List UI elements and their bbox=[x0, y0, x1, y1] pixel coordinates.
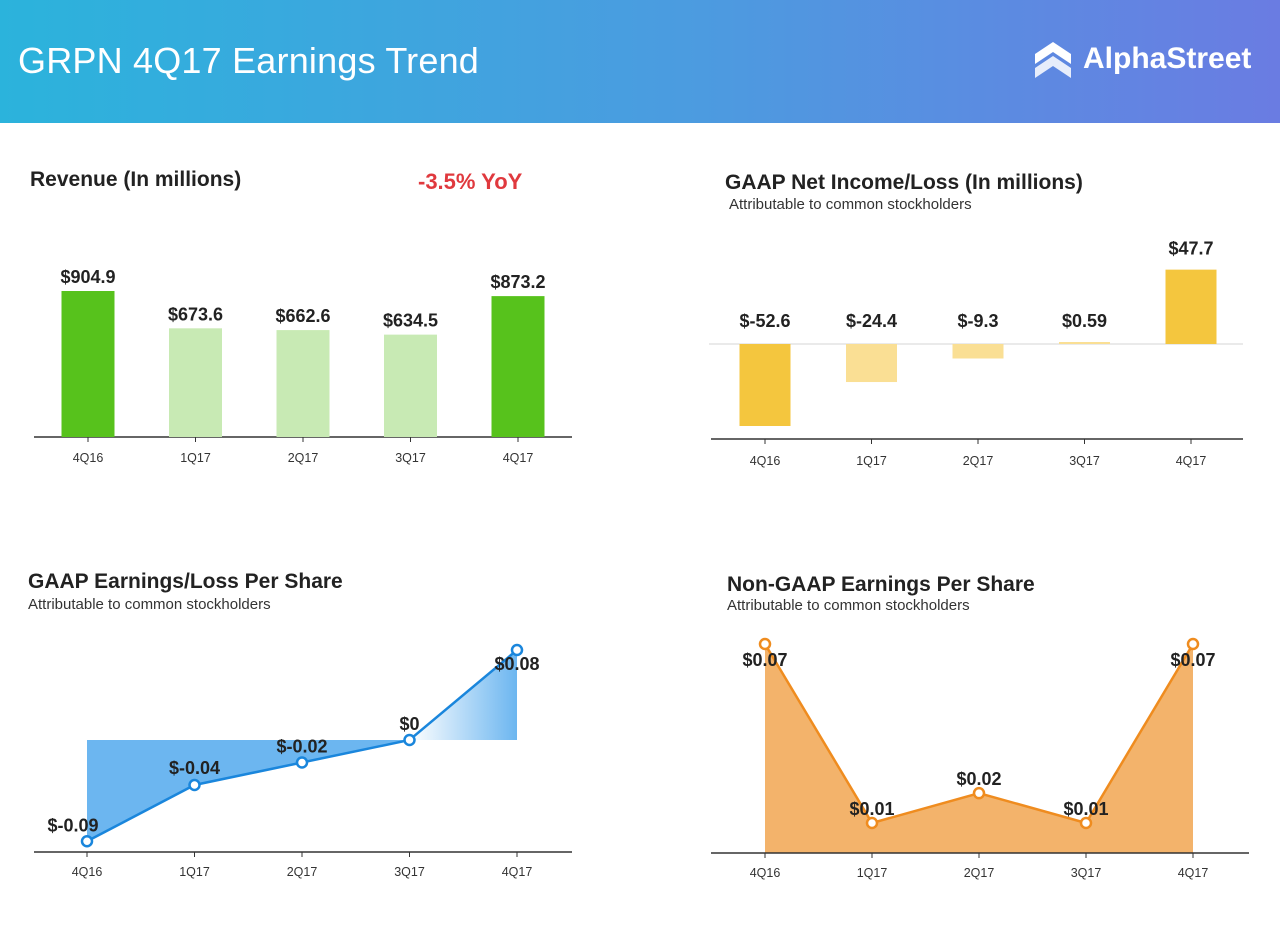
net-income-value-label: $-9.3 bbox=[957, 311, 998, 331]
gaap-eps-x-tick-label: 4Q16 bbox=[72, 865, 103, 879]
non-gaap-eps-x-tick-label: 4Q17 bbox=[1178, 866, 1209, 880]
gaap-eps-value-label: $-0.04 bbox=[169, 758, 220, 778]
non-gaap-eps-point-1Q17 bbox=[865, 816, 879, 830]
non-gaap-eps-point-4Q17 bbox=[1186, 637, 1200, 651]
revenue-chart-title: Revenue (In millions) bbox=[30, 168, 242, 191]
gaap-eps-value-label: $-0.02 bbox=[276, 737, 327, 757]
net-income-value-label: $0.59 bbox=[1062, 311, 1107, 331]
revenue-x-tick-label: 1Q17 bbox=[180, 451, 211, 465]
alphastreet-logo-icon bbox=[1035, 42, 1071, 78]
non-gaap-eps-point-4Q16 bbox=[758, 637, 772, 651]
non-gaap-eps-x-tick-label: 3Q17 bbox=[1071, 866, 1102, 880]
gaap-eps-chart-subtitle: Attributable to common stockholders bbox=[28, 596, 271, 613]
net-income-x-tick-label: 4Q17 bbox=[1176, 454, 1207, 468]
header-banner: GRPN 4Q17 Earnings Trend AlphaStreet bbox=[0, 0, 1280, 123]
non-gaap-eps-area bbox=[765, 644, 1193, 853]
net-income-bar-4Q16 bbox=[739, 344, 791, 426]
revenue-value-label: $662.6 bbox=[275, 306, 330, 326]
revenue-x-tick-label: 2Q17 bbox=[288, 451, 319, 465]
non-gaap-eps-point-2Q17 bbox=[972, 786, 986, 800]
non-gaap-eps-chart-title: Non-GAAP Earnings Per Share bbox=[727, 573, 1035, 596]
non-gaap-eps-value-label: $0.07 bbox=[1170, 650, 1215, 670]
revenue-value-label: $634.5 bbox=[383, 311, 438, 331]
revenue-x-tick-label: 4Q17 bbox=[503, 451, 534, 465]
non-gaap-eps-point-3Q17 bbox=[1079, 816, 1093, 830]
net-income-value-label: $-52.6 bbox=[739, 311, 790, 331]
revenue-bar-3Q17 bbox=[384, 334, 437, 437]
revenue-value-label: $673.6 bbox=[168, 304, 223, 324]
net-income-x-tick-label: 4Q16 bbox=[750, 454, 781, 468]
gaap-eps-point-1Q17 bbox=[188, 778, 201, 792]
net-income-value-label: $47.7 bbox=[1168, 239, 1213, 259]
gaap-eps-x-tick-label: 3Q17 bbox=[394, 865, 425, 879]
gaap-eps-x-tick-label: 2Q17 bbox=[287, 865, 318, 879]
revenue-value-label: $904.9 bbox=[60, 267, 115, 287]
non-gaap-eps-value-label: $0.01 bbox=[849, 799, 894, 819]
non-gaap-eps-value-label: $0.01 bbox=[1063, 799, 1108, 819]
revenue-bar-4Q17 bbox=[491, 296, 545, 437]
brand-name: AlphaStreet bbox=[1083, 42, 1252, 75]
revenue-bar-2Q17 bbox=[276, 330, 330, 437]
yoy-change-badge: -3.5% YoY bbox=[418, 169, 523, 194]
gaap-eps-x-tick-label: 1Q17 bbox=[179, 865, 210, 879]
revenue-value-label: $873.2 bbox=[490, 272, 545, 292]
net-income-bar-4Q17 bbox=[1165, 269, 1217, 344]
gaap-eps-value-label: $0 bbox=[399, 714, 419, 734]
net-income-x-tick-label: 1Q17 bbox=[856, 454, 887, 468]
net-income-value-label: $-24.4 bbox=[846, 311, 897, 331]
revenue-bar-4Q16 bbox=[61, 291, 115, 437]
net-income-bar-3Q17 bbox=[1059, 342, 1110, 344]
page-title: GRPN 4Q17 Earnings Trend bbox=[18, 40, 480, 81]
gaap-eps-point-3Q17 bbox=[403, 733, 416, 747]
net-income-bar-1Q17 bbox=[846, 344, 897, 383]
gaap-eps-negative-area bbox=[87, 740, 410, 842]
gaap-eps-point-4Q17 bbox=[510, 643, 524, 657]
non-gaap-eps-chart-subtitle: Attributable to common stockholders bbox=[727, 597, 970, 614]
gaap-eps-value-label: $0.08 bbox=[494, 654, 539, 674]
net-income-chart-subtitle: Attributable to common stockholders bbox=[729, 196, 972, 213]
gaap-eps-value-label: $-0.09 bbox=[47, 815, 98, 835]
non-gaap-eps-value-label: $0.07 bbox=[742, 650, 787, 670]
revenue-x-tick-label: 4Q16 bbox=[73, 451, 104, 465]
net-income-chart-title: GAAP Net Income/Loss (In millions) bbox=[725, 171, 1083, 194]
net-income-x-tick-label: 2Q17 bbox=[963, 454, 994, 468]
non-gaap-eps-value-label: $0.02 bbox=[956, 769, 1001, 789]
revenue-x-tick-label: 3Q17 bbox=[395, 451, 426, 465]
net-income-x-tick-label: 3Q17 bbox=[1069, 454, 1100, 468]
non-gaap-eps-x-tick-label: 4Q16 bbox=[750, 866, 781, 880]
gaap-eps-x-tick-label: 4Q17 bbox=[502, 865, 533, 879]
revenue-bar-1Q17 bbox=[169, 328, 222, 437]
net-income-bar-2Q17 bbox=[952, 344, 1004, 359]
gaap-eps-point-4Q16 bbox=[80, 835, 94, 848]
non-gaap-eps-x-tick-label: 1Q17 bbox=[857, 866, 888, 880]
gaap-eps-point-2Q17 bbox=[295, 756, 309, 769]
gaap-eps-chart-title: GAAP Earnings/Loss Per Share bbox=[28, 570, 343, 593]
non-gaap-eps-x-tick-label: 2Q17 bbox=[964, 866, 995, 880]
